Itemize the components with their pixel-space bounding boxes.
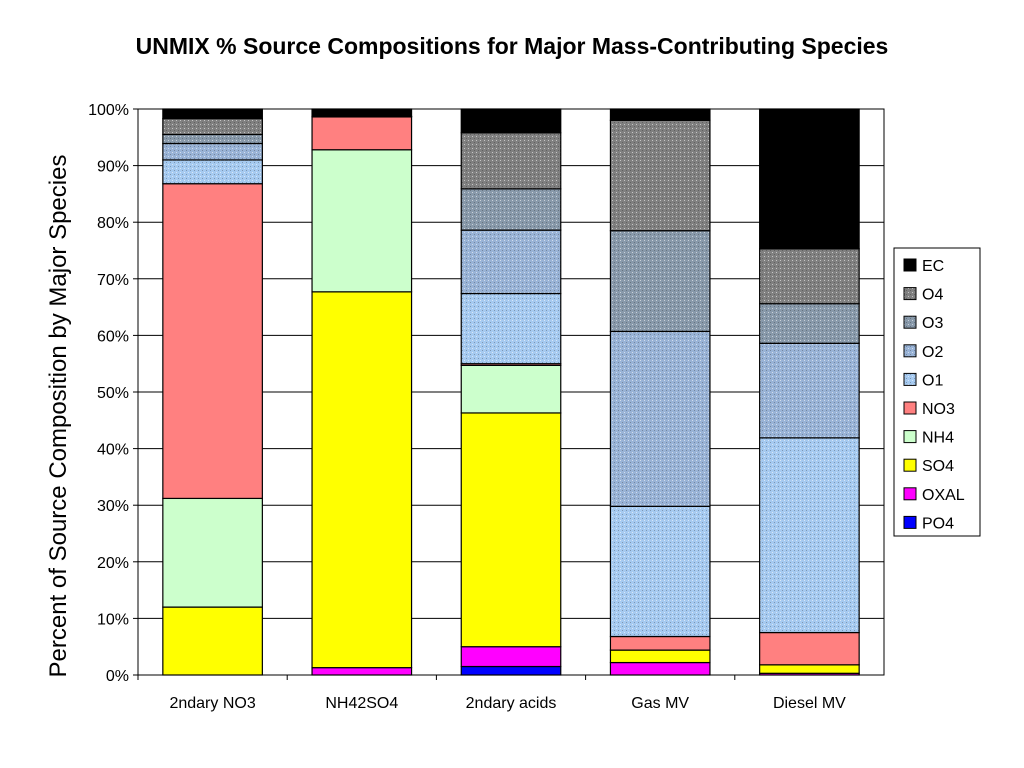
bar-segment-so4 [760,665,860,673]
legend-swatch-po4 [904,516,916,528]
bar-segment-o4 [610,120,710,230]
bar-segment-no3 [312,117,412,150]
bar-segment-o1 [610,506,710,636]
legend-label-po4: PO4 [922,515,954,532]
legend-swatch-o3 [904,316,916,328]
y-tick-label: 90% [97,159,129,176]
bar-segment-so4 [163,607,263,675]
bar-segment-ec [610,109,710,120]
y-tick-label: 60% [97,328,129,345]
bar-segment-o2 [610,331,710,506]
legend-swatch-o1 [904,373,916,385]
bar-segment-nh4 [461,365,561,413]
legend-label-o4: O4 [922,287,943,304]
bar-segment-so4 [312,292,412,668]
bar-segment-o3 [610,231,710,332]
y-axis-label: Percent of Source Composition by Major S… [45,155,72,678]
bar-segment-no3 [610,637,710,651]
bar-segment-oxal [461,647,561,667]
bar-segment-ec [312,109,412,116]
bar-segment-so4 [610,650,710,662]
bar-segment-nh4 [312,150,412,292]
y-tick-label: 80% [97,215,129,232]
legend-label-no3: NO3 [922,401,955,418]
legend-swatch-o2 [904,345,916,357]
bar-segment-ec [163,109,263,119]
y-tick-label: 70% [97,272,129,289]
bar-segment-no3 [163,184,263,499]
y-tick-label: 50% [97,385,129,402]
bar-segment-o4 [461,133,561,189]
y-tick-label: 10% [97,611,129,628]
stacked-bar-chart: 0% 10% 20% 30% 40% 50% 60% 70% 80% 90% 100% 2ndary … [0,0,1024,768]
y-tick-label: 100% [88,102,129,119]
legend-swatch-so4 [904,459,916,471]
legend-label-o2: O2 [922,344,943,361]
bar-segment-o2 [461,230,561,293]
x-tick-label: NH42SO4 [325,695,398,712]
legend-label-so4: SO4 [922,458,954,475]
y-tick-label: 20% [97,555,129,572]
legend-swatch-nh4 [904,431,916,443]
bar-segment-o1 [163,160,263,184]
bar-segment-oxal [610,663,710,675]
bar-segment-o3 [461,189,561,230]
legend: EC O4 O3 O2 O1 NO3 NH4 SO4 OXAL PO4 [894,248,980,536]
legend-swatch-no3 [904,402,916,414]
bar-segment-o3 [163,134,263,143]
legend-label-o3: O3 [922,315,943,332]
bar-segment-o4 [760,249,860,304]
legend-label-oxal: OXAL [922,487,965,504]
bar-segment-o2 [163,144,263,160]
x-tick-label: Gas MV [631,695,689,712]
y-tick-label: 0% [106,668,129,685]
y-tick-label: 30% [97,498,129,515]
legend-label-nh4: NH4 [922,430,954,447]
legend-label-o1: O1 [922,372,943,389]
bar-segment-so4 [461,413,561,647]
bar-segment-nh4 [163,498,263,607]
bar-segment-ec [760,109,860,249]
bar-segment-po4 [461,667,561,675]
x-tick-label: 2ndary acids [466,695,557,712]
legend-swatch-o4 [904,288,916,300]
bar-segment-o2 [760,343,860,438]
bar-segment-o4 [163,119,263,135]
x-tick-label: Diesel MV [773,695,846,712]
bar-segment-no3 [760,633,860,665]
x-tick-label: 2ndary NO3 [169,695,255,712]
bar-segment-ec [461,109,561,133]
bar-segment-oxal [312,668,412,675]
legend-swatch-oxal [904,488,916,500]
y-tick-label: 40% [97,442,129,459]
legend-swatch-ec [904,259,916,271]
legend-label-ec: EC [922,258,944,275]
bar-segment-o3 [760,304,860,344]
bar-segment-o1 [760,438,860,633]
bar-segment-o1 [461,294,561,364]
